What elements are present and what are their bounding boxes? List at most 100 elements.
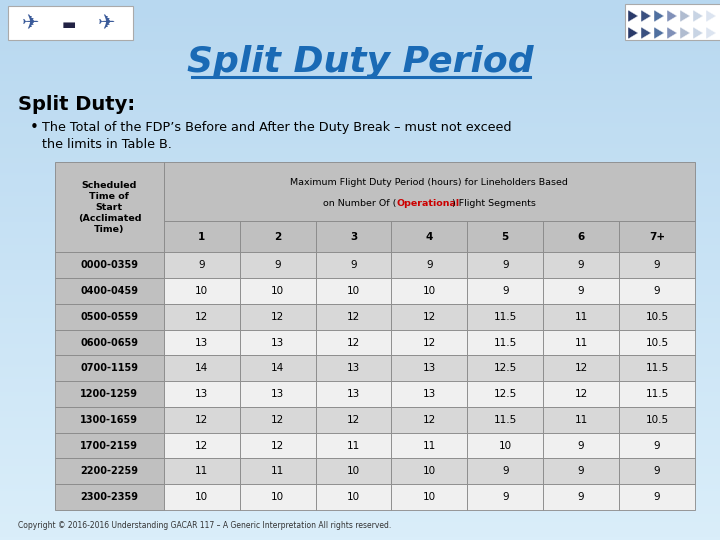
Polygon shape [706, 27, 716, 39]
Text: 10: 10 [347, 286, 360, 296]
FancyBboxPatch shape [543, 458, 619, 484]
FancyBboxPatch shape [392, 221, 467, 253]
Text: 13: 13 [423, 363, 436, 373]
Text: 10: 10 [347, 492, 360, 502]
Polygon shape [693, 10, 703, 22]
Polygon shape [628, 27, 638, 39]
Text: 10: 10 [195, 286, 208, 296]
Text: 9: 9 [654, 260, 660, 271]
Polygon shape [706, 27, 716, 39]
Text: 12: 12 [195, 415, 208, 425]
FancyBboxPatch shape [164, 458, 240, 484]
Text: 12: 12 [347, 338, 360, 348]
FancyBboxPatch shape [619, 381, 695, 407]
Text: 11: 11 [575, 312, 588, 322]
FancyBboxPatch shape [467, 458, 543, 484]
Text: 12: 12 [423, 415, 436, 425]
Text: 10: 10 [347, 467, 360, 476]
FancyBboxPatch shape [543, 381, 619, 407]
FancyBboxPatch shape [392, 484, 467, 510]
FancyBboxPatch shape [619, 355, 695, 381]
Text: ✈: ✈ [98, 13, 115, 33]
FancyBboxPatch shape [392, 304, 467, 330]
Polygon shape [667, 27, 677, 39]
Text: 12: 12 [271, 441, 284, 450]
Polygon shape [706, 10, 716, 22]
FancyBboxPatch shape [55, 458, 164, 484]
FancyBboxPatch shape [240, 458, 315, 484]
FancyBboxPatch shape [315, 330, 392, 355]
Polygon shape [680, 10, 690, 22]
FancyBboxPatch shape [55, 407, 164, 433]
FancyBboxPatch shape [240, 330, 315, 355]
FancyBboxPatch shape [55, 278, 164, 304]
Text: 13: 13 [347, 363, 360, 373]
FancyBboxPatch shape [392, 253, 467, 278]
Text: 12.5: 12.5 [494, 363, 517, 373]
Text: 0700-1159: 0700-1159 [81, 363, 138, 373]
FancyBboxPatch shape [240, 278, 315, 304]
Polygon shape [641, 27, 651, 39]
Text: 12.5: 12.5 [494, 389, 517, 399]
Polygon shape [667, 10, 677, 22]
Text: 12: 12 [575, 389, 588, 399]
Text: 10.5: 10.5 [646, 312, 669, 322]
FancyBboxPatch shape [543, 330, 619, 355]
Text: 9: 9 [426, 260, 433, 271]
Text: Split Duty Period: Split Duty Period [186, 45, 534, 79]
Text: 12: 12 [271, 415, 284, 425]
FancyBboxPatch shape [467, 278, 543, 304]
FancyBboxPatch shape [164, 433, 240, 458]
FancyBboxPatch shape [240, 407, 315, 433]
FancyBboxPatch shape [467, 407, 543, 433]
Text: 9: 9 [578, 441, 585, 450]
Text: 1700-2159: 1700-2159 [81, 441, 138, 450]
Text: 13: 13 [271, 389, 284, 399]
FancyBboxPatch shape [8, 6, 133, 40]
FancyBboxPatch shape [619, 458, 695, 484]
Text: Copyright © 2016-2016 Understanding GACAR 117 – A Generic Interpretation All rig: Copyright © 2016-2016 Understanding GACA… [18, 522, 391, 530]
FancyBboxPatch shape [164, 355, 240, 381]
Polygon shape [654, 10, 664, 22]
Text: ) Flight Segments: ) Flight Segments [452, 199, 536, 208]
Text: 10.5: 10.5 [646, 338, 669, 348]
Text: 6: 6 [577, 232, 585, 242]
Text: 9: 9 [578, 286, 585, 296]
Text: 10: 10 [195, 492, 208, 502]
Text: 1: 1 [198, 232, 205, 242]
Polygon shape [693, 27, 703, 39]
Polygon shape [641, 10, 651, 22]
Text: 11.5: 11.5 [494, 312, 517, 322]
Text: ✈: ✈ [22, 13, 40, 33]
FancyBboxPatch shape [315, 433, 392, 458]
FancyBboxPatch shape [55, 433, 164, 458]
Text: 9: 9 [502, 260, 508, 271]
Text: 5: 5 [502, 232, 509, 242]
FancyBboxPatch shape [619, 330, 695, 355]
Text: 11.5: 11.5 [645, 363, 669, 373]
FancyBboxPatch shape [619, 221, 695, 253]
Polygon shape [706, 10, 716, 22]
Polygon shape [654, 27, 664, 39]
Text: Operational: Operational [396, 199, 459, 208]
Text: 3: 3 [350, 232, 357, 242]
FancyBboxPatch shape [240, 253, 315, 278]
Text: 11: 11 [575, 415, 588, 425]
Text: 2300-2359: 2300-2359 [81, 492, 138, 502]
FancyBboxPatch shape [392, 381, 467, 407]
Polygon shape [628, 10, 638, 22]
FancyBboxPatch shape [467, 355, 543, 381]
Text: 13: 13 [195, 338, 208, 348]
Text: 13: 13 [195, 389, 208, 399]
Text: 11: 11 [575, 338, 588, 348]
Text: 1200-1259: 1200-1259 [81, 389, 138, 399]
FancyBboxPatch shape [55, 355, 164, 381]
Text: Maximum Flight Duty Period (hours) for Lineholders Based: Maximum Flight Duty Period (hours) for L… [290, 178, 568, 187]
FancyBboxPatch shape [467, 253, 543, 278]
FancyBboxPatch shape [55, 253, 164, 278]
FancyBboxPatch shape [467, 330, 543, 355]
Polygon shape [693, 27, 703, 39]
Text: 9: 9 [199, 260, 205, 271]
Text: 12: 12 [575, 363, 588, 373]
Text: 9: 9 [654, 467, 660, 476]
